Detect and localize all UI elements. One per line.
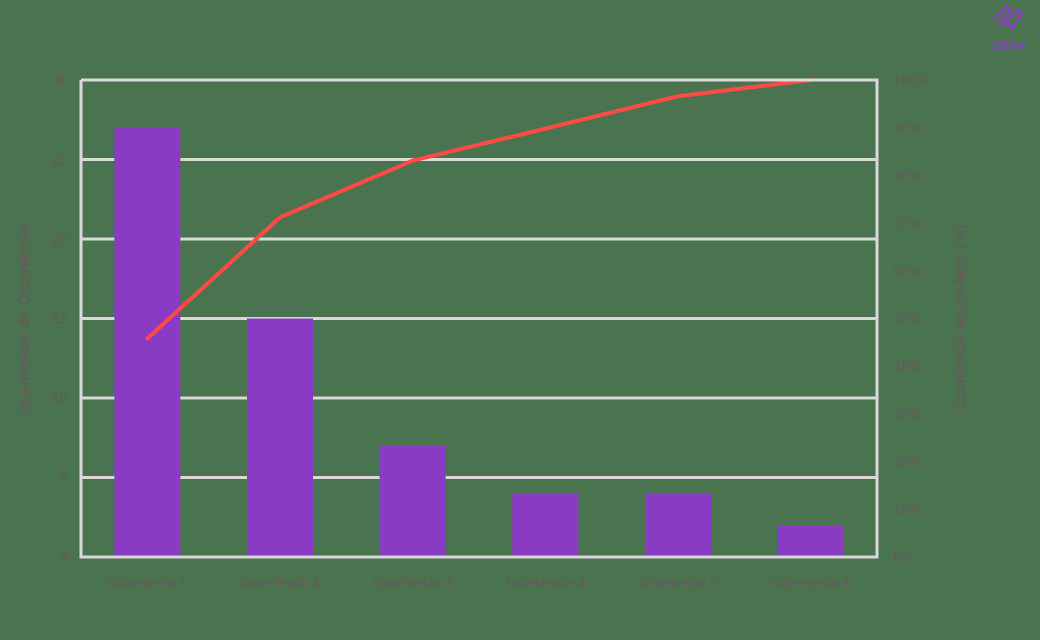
zeev-logo: zeev: [984, 2, 1034, 60]
y-tick-label: 10: [51, 392, 68, 407]
y-right-tick-label: 0%: [893, 551, 914, 566]
y-right-tick-label: 90%: [893, 122, 922, 137]
zeev-logo-icon: [992, 4, 1024, 30]
y-axis-right-ticks: 0% 10% 20% 30% 40% 50% 60% 70% 80% 90% 100%: [893, 74, 930, 566]
y-right-tick-label: 20%: [893, 456, 922, 471]
bar: [247, 318, 313, 557]
y-right-tick-label: 100%: [893, 74, 930, 89]
x-category-label: Ocorrência 5: [638, 575, 718, 590]
y-right-tick-label: 60%: [893, 265, 922, 280]
y-right-tick-label: 30%: [893, 408, 922, 423]
y-axis-left-title: Quantidade de Ocorrências: [17, 222, 33, 413]
bar: [379, 445, 446, 557]
y-axis-right-title: Ocorrência acumulado (%): [953, 225, 969, 412]
y-tick-label: 20: [51, 233, 68, 248]
x-category-label: Ocorrência 3: [373, 575, 453, 590]
y-right-tick-label: 40%: [893, 360, 922, 375]
bar: [645, 493, 711, 557]
x-category-label: Ocorrência 1: [107, 575, 187, 590]
y-axis-left-ticks: 0 5 10 15 20 25 30: [51, 74, 68, 566]
y-tick-label: 15: [51, 313, 68, 328]
bar-series: [114, 127, 844, 557]
gridlines: [81, 78, 877, 559]
logo-text: zeev: [992, 38, 1026, 53]
y-tick-label: 0: [60, 551, 68, 566]
y-right-tick-label: 50%: [893, 313, 922, 328]
x-axis-categories: Ocorrência 1 Ocorrência 2 Ocorrência 3 Ocor…: [107, 575, 850, 590]
bar: [114, 127, 181, 557]
x-category-label: Ocorrência 6: [771, 575, 851, 590]
plot-frame: [79, 78, 879, 559]
y-tick-label: 30: [51, 74, 68, 89]
x-category-label: Ocorrência 4: [505, 575, 585, 590]
y-right-tick-label: 10%: [893, 503, 922, 518]
y-tick-label: 5: [60, 472, 68, 487]
y-tick-label: 25: [51, 154, 68, 169]
bar: [512, 493, 579, 557]
x-category-label: Ocorrência 2: [240, 575, 320, 590]
bar: [777, 525, 844, 557]
y-right-tick-label: 80%: [893, 169, 922, 184]
cumulative-line: [145, 78, 813, 341]
y-right-tick-label: 70%: [893, 217, 922, 232]
